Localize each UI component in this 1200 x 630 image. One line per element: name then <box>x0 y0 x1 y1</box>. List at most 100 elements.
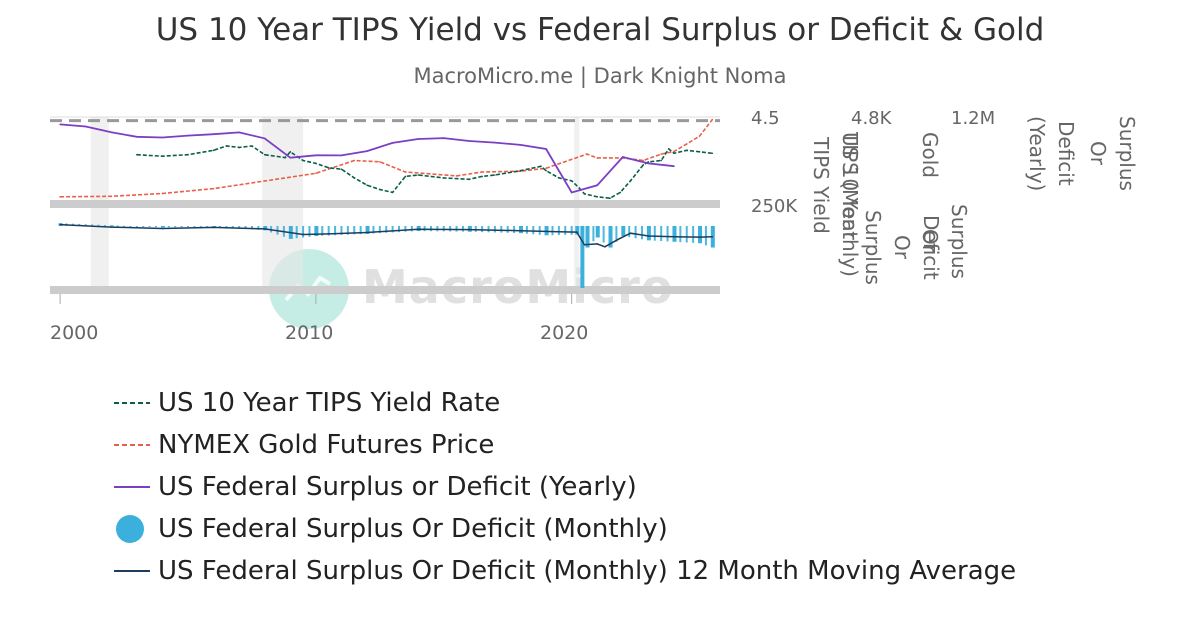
legend-item-ma[interactable]: US Federal Surplus Or Deficit (Monthly) … <box>112 550 1016 592</box>
monthly-bar-fill <box>250 226 253 230</box>
legend-item-monthly[interactable]: US Federal Surplus Or Deficit (Monthly) <box>112 508 1016 550</box>
monthly-bar-fill <box>135 226 138 227</box>
monthly-bar-fill <box>193 226 196 227</box>
monthly-bar-fill <box>123 225 126 227</box>
ma-series-line-point-14 <box>596 243 599 245</box>
gold-series-line-point-0 <box>59 196 61 198</box>
legend-label-monthly: US Federal Surplus Or Deficit (Monthly) <box>158 514 668 544</box>
gold-series-line-point-7 <box>379 160 381 163</box>
yearly-series-line-point-6 <box>212 133 215 135</box>
monthly-bar-fill <box>359 226 362 235</box>
tips-series-line-point-13 <box>340 168 343 170</box>
monthly-bar-fill <box>592 226 595 242</box>
monthly-bar-fill <box>334 226 337 236</box>
yearly-series-line-point-9 <box>289 156 292 159</box>
surplus-or-axis-title: Surplus Or <box>918 204 971 279</box>
monthly-bar-2 <box>160 226 165 228</box>
gold-series-line-point-20 <box>698 135 701 137</box>
yearly-series-line-point-17 <box>494 141 496 144</box>
tips-series-line-point-25 <box>540 165 542 168</box>
gold-series-line-point-4 <box>263 180 266 182</box>
monthly-bar-fill <box>481 226 484 233</box>
legend-item-gold[interactable]: NYMEX Gold Futures Price <box>112 424 1016 466</box>
tips-series-line-point-8 <box>284 156 286 159</box>
monthly-bar-fill <box>129 226 132 227</box>
monthly-bar-fill <box>487 226 490 233</box>
ma-series-line-point-9 <box>468 228 471 231</box>
tips-series-line-point-33 <box>619 191 622 194</box>
gold-series-line-point-14 <box>596 157 599 159</box>
tips-series-line-point-3 <box>212 149 215 152</box>
ma-series-line-point-10 <box>519 229 522 232</box>
monthly-bar-fill <box>295 226 298 239</box>
monthly-bar-fill <box>302 226 305 238</box>
gold-series-line-point-10 <box>481 171 483 173</box>
legend-item-tips[interactable]: US 10 Year TIPS Yield Rate <box>112 382 1016 424</box>
ma-series-line-point-16 <box>616 238 619 241</box>
tips-series-line-point-22 <box>481 175 483 178</box>
tips-series-line-point-0 <box>136 153 138 156</box>
monthly-bar-fill <box>372 226 375 234</box>
monthly-bar-fill <box>116 225 119 227</box>
yearly-series-line-point-24 <box>673 165 675 168</box>
chart-legend: US 10 Year TIPS Yield Rate NYMEX Gold Fu… <box>112 382 1016 592</box>
tips-axis-title: US 10 Year TIPS Yield <box>809 132 862 240</box>
tips-series-line-point-41 <box>698 151 701 153</box>
tips-series-line-point-35 <box>642 164 645 166</box>
yearly-series-line-point-13 <box>391 142 394 144</box>
tips-series-line-point-5 <box>238 146 240 149</box>
legend-label-yearly: US Federal Surplus or Deficit (Yearly) <box>158 472 637 502</box>
tips-series-line-point-9 <box>289 151 292 153</box>
monthly-bar-fill <box>378 226 381 234</box>
gold-axis-title: Gold <box>918 132 942 178</box>
ma-series-line-point-5 <box>302 233 304 236</box>
monthly-bar-fill <box>513 226 516 233</box>
monthly-bar-fill <box>525 226 528 234</box>
tips-series-line-point-21 <box>468 178 471 181</box>
gold-axis-bottom-label: 250K <box>751 196 798 217</box>
yearly-series-line-point-3 <box>136 135 138 138</box>
gold-series-line-point-12 <box>545 167 547 169</box>
yearly-series-line-point-5 <box>187 134 189 137</box>
gold-series-line-point-1 <box>110 195 113 198</box>
tips-series-line-point-6 <box>251 145 253 147</box>
monthly-bar-fill <box>474 226 477 232</box>
monthly-bar-20 <box>698 226 703 244</box>
tips-series-line-point-38 <box>668 148 670 150</box>
pane-divider <box>50 200 720 208</box>
x-tick-2010: 2010 <box>285 322 334 344</box>
monthly-bar-fill <box>570 226 573 235</box>
gold-series-line-point-9 <box>455 175 458 177</box>
ma-series-line-point-2 <box>161 227 164 230</box>
yearly-series-line-point-16 <box>468 140 471 142</box>
monthly-bar-fill <box>238 226 241 229</box>
monthly-bar-fill <box>628 226 631 238</box>
yearly-series-line-point-10 <box>315 154 317 157</box>
tips-series-line-point-32 <box>609 197 611 199</box>
monthly-bar-fill <box>506 226 509 233</box>
tips-series-line-point-15 <box>366 184 368 186</box>
tips-series-line-point-7 <box>263 153 266 156</box>
x-tick-2000: 2000 <box>50 322 99 344</box>
monthly-bar-fill <box>340 226 343 235</box>
monthly-bar-fill <box>155 226 158 228</box>
legend-item-yearly[interactable]: US Federal Surplus or Deficit (Yearly) <box>112 466 1016 508</box>
monthly-bar-fill <box>640 226 643 240</box>
monthly-bar-fill <box>257 226 260 230</box>
monthly-bar-3 <box>212 226 217 227</box>
monthly-bar-fill <box>187 226 189 228</box>
gold-series-line-point-13 <box>586 153 588 155</box>
monthly-bar-fill <box>538 226 541 235</box>
monthly-bar-13 <box>580 226 585 288</box>
tips-series-line-point-20 <box>442 177 445 179</box>
yearly-series-line-point-23 <box>647 162 650 165</box>
yearly-series-line-point-7 <box>238 131 240 134</box>
legend-monthly-circle-icon <box>116 515 144 543</box>
monthly-bar-fill <box>493 226 496 233</box>
monthly-bar-16 <box>608 226 613 248</box>
tips-series-line-point-27 <box>558 177 560 179</box>
ma-series-line-point-12 <box>575 231 578 233</box>
monthly-bar-fill <box>225 226 228 228</box>
deficit-axis-title: Deficit Or Surplus <box>861 210 943 285</box>
